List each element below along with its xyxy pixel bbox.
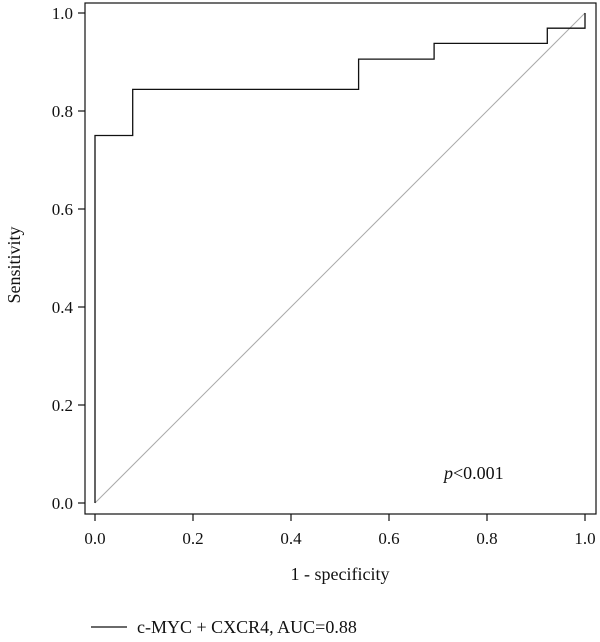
plot-area	[84, 2, 597, 515]
y-axis-title: Sensitivity	[4, 226, 24, 303]
x-tick-label: 1.0	[574, 529, 595, 548]
x-tick-label: 0.6	[378, 529, 399, 548]
x-axis-ticks: 0.0 0.2 0.4 0.6 0.8 1.0	[84, 514, 596, 548]
legend-label: c-MYC + CXCR4, AUC=0.88	[137, 617, 357, 637]
x-tick-label: 0.0	[84, 529, 105, 548]
p-value-text: <0.001	[453, 463, 504, 483]
y-tick-label: 1.0	[52, 4, 73, 23]
roc-curve-0	[94, 13, 586, 503]
x-tick-label: 0.2	[182, 529, 203, 548]
y-tick-label: 0.2	[52, 396, 73, 415]
y-tick-label: 0.0	[52, 494, 73, 513]
p-value-symbol: p	[442, 463, 453, 483]
y-tick-label: 0.8	[52, 102, 73, 121]
y-tick-label: 0.6	[52, 200, 73, 219]
y-tick-label: 0.4	[52, 298, 74, 317]
p-value-annotation: p<0.001	[442, 463, 504, 483]
legend: c-MYC + CXCR4, AUC=0.88	[91, 617, 357, 637]
x-axis-title: 1 - specificity	[291, 564, 390, 584]
reference-diagonal	[94, 12, 586, 504]
x-tick-label: 0.8	[476, 529, 497, 548]
x-tick-label: 0.4	[280, 529, 302, 548]
plot-frame	[84, 2, 597, 515]
y-axis-ticks: 0.0 0.2 0.4 0.6 0.8 1.0	[52, 4, 85, 513]
